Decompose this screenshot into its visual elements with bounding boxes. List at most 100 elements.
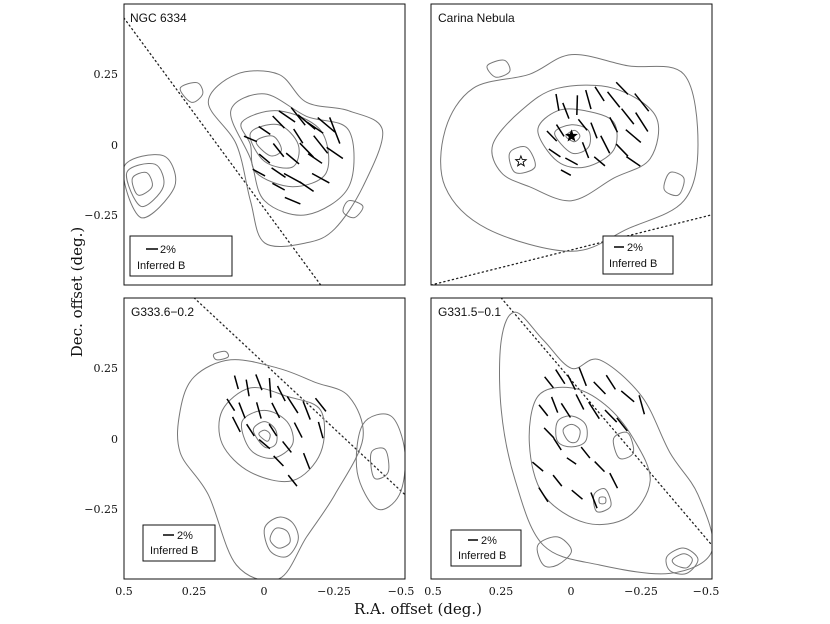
contour <box>554 124 591 155</box>
field-vector <box>588 401 600 420</box>
legend-caption: Inferred B <box>150 545 198 557</box>
legend-box: 2% Inferred B <box>450 529 522 567</box>
x-axis-label: R.A. offset (deg.) <box>354 600 482 618</box>
field-vector <box>616 417 628 432</box>
field-vector <box>302 452 311 470</box>
field-vector <box>278 110 296 123</box>
contour <box>263 516 299 558</box>
field-vector <box>282 440 292 453</box>
field-vector <box>293 128 304 144</box>
contour <box>592 488 612 513</box>
field-vector <box>231 416 241 433</box>
y-tick-label: −0.25 <box>84 503 118 516</box>
field-vector <box>590 122 598 139</box>
field-vector <box>638 395 646 415</box>
field-vector <box>272 143 285 158</box>
contour <box>269 527 291 549</box>
field-vector <box>546 130 558 142</box>
y-tick-label: −0.25 <box>84 209 118 222</box>
field-vector <box>311 172 330 184</box>
field-vectors <box>531 367 646 509</box>
contour <box>665 547 699 575</box>
field-vector <box>285 152 300 165</box>
galactic-plane <box>193 298 405 496</box>
x-tick-label: −0.5 <box>693 585 720 598</box>
field-vector <box>273 455 284 467</box>
field-vector <box>634 93 650 112</box>
field-vector <box>615 143 629 157</box>
field-vector <box>286 396 299 414</box>
contour <box>177 359 364 579</box>
field-vector <box>581 141 590 159</box>
contour <box>528 386 651 525</box>
galactic-plane-line <box>500 298 712 546</box>
contour <box>491 84 660 202</box>
field-vector <box>560 169 572 176</box>
field-vector <box>606 91 621 108</box>
legend-caption: Inferred B <box>458 550 506 562</box>
field-vector <box>620 390 635 403</box>
field-vectors <box>243 107 344 205</box>
y-tick-labels-top: 0.25 0 −0.25 <box>84 68 118 222</box>
legend-bar-label: 2% <box>177 530 193 542</box>
field-vector <box>252 168 266 177</box>
field-vector <box>538 404 549 417</box>
contour <box>179 82 204 103</box>
field-vector <box>306 121 324 134</box>
contour <box>440 54 699 252</box>
field-vector <box>258 125 271 136</box>
contour <box>663 171 685 197</box>
x-tick-labels-right: 0.5 0.25 0 −0.25 −0.5 <box>424 585 719 598</box>
field-vector <box>290 107 306 126</box>
x-tick-label: −0.25 <box>624 585 658 598</box>
x-tick-label: 0.25 <box>489 585 514 598</box>
contour <box>240 110 330 188</box>
contour <box>671 553 693 569</box>
field-vector <box>538 487 549 503</box>
x-tick-label: −0.25 <box>317 585 351 598</box>
field-vector <box>258 439 271 450</box>
field-vector <box>594 86 605 102</box>
field-vector <box>297 114 316 130</box>
field-vector <box>609 472 619 489</box>
field-vector <box>226 398 236 412</box>
field-vector <box>287 474 298 487</box>
galactic-plane-line <box>431 214 712 285</box>
field-vector <box>566 457 577 465</box>
contour <box>370 447 390 480</box>
field-vector <box>553 437 562 451</box>
panel-title: Carina Nebula <box>438 11 515 25</box>
panel-ngc6334: NGC 6334 2% Inferred B <box>123 3 406 286</box>
contour <box>240 409 294 459</box>
field-vector <box>283 172 302 184</box>
contour <box>355 413 405 511</box>
field-vector <box>609 116 619 133</box>
field-vector <box>317 117 336 133</box>
field-vector <box>635 112 649 132</box>
field-vector <box>593 156 606 167</box>
x-tick-label: 0 <box>568 585 575 598</box>
contour <box>125 163 165 207</box>
galactic-plane <box>431 214 712 285</box>
field-vector <box>243 135 258 143</box>
field-vector <box>276 385 286 402</box>
field-vector <box>268 378 272 398</box>
field-vector <box>600 135 611 154</box>
legend-caption: Inferred B <box>609 258 657 270</box>
field-vector <box>555 124 565 137</box>
field-vector <box>314 397 327 412</box>
y-tick-label: 0.25 <box>94 362 119 375</box>
field-vector <box>238 402 246 419</box>
contour <box>508 146 536 174</box>
contour <box>499 311 712 575</box>
contour <box>598 496 607 505</box>
x-tick-label: 0.5 <box>424 585 442 598</box>
y-axis-label: Dec. offset (deg.) <box>68 227 86 357</box>
panel-title: G333.6−0.2 <box>131 305 194 319</box>
legend-bar-label: 2% <box>160 244 176 256</box>
x-tick-label: 0.5 <box>115 585 133 598</box>
contour <box>124 154 177 219</box>
source-markers <box>514 129 578 167</box>
field-vector <box>576 95 579 116</box>
